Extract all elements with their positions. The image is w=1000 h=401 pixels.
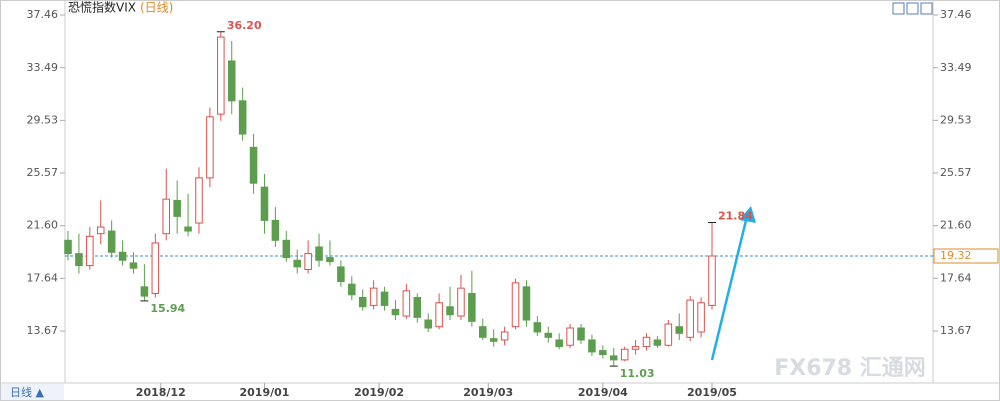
x-tick-label: 2018/12 [136, 386, 186, 399]
annotation: 11.03 [620, 367, 655, 380]
candle-body [282, 239, 291, 259]
x-tick-label: 2019/05 [687, 386, 737, 399]
candle-body [609, 355, 618, 361]
candle-body [96, 226, 105, 235]
candle-body [413, 296, 422, 318]
annotation: 15.94 [150, 302, 185, 315]
last-price-box [933, 248, 999, 264]
candle-body [249, 146, 258, 184]
candle-body [468, 292, 476, 322]
candle-body [64, 239, 72, 255]
y-tick-label: 37.46 [940, 8, 972, 21]
y-tick-label: 17.64 [940, 271, 972, 284]
candle-body [686, 299, 694, 338]
candle-body [217, 36, 225, 115]
y-tick-label: 17.64 [27, 271, 59, 284]
y-tick-label: 21.60 [27, 219, 59, 232]
trend-arrow-head [739, 206, 756, 223]
period-button[interactable]: 日线 ▲ [10, 385, 44, 399]
candle-body [544, 332, 553, 338]
candle-body [206, 116, 214, 179]
candle-body [588, 339, 596, 353]
candle-body [227, 60, 236, 102]
x-tick-label: 2019/01 [239, 386, 289, 399]
candle-body [107, 230, 116, 253]
candle-body [358, 296, 367, 308]
candle-body [86, 235, 94, 267]
candle-body [195, 177, 203, 224]
candle-body [402, 290, 411, 317]
candle-body [500, 331, 509, 341]
period-button-bg[interactable] [1, 384, 64, 400]
y-tick-label: 13.67 [940, 324, 972, 337]
candle-body [522, 286, 531, 321]
x-tick-label: 2019/04 [578, 386, 628, 399]
candle-body [391, 308, 400, 316]
candle-body [118, 251, 127, 261]
candle-body [708, 255, 716, 306]
candle-body [533, 322, 542, 333]
candle-body [348, 283, 356, 296]
candle-body [489, 338, 498, 342]
candle-body [369, 287, 378, 306]
y-tick-label: 33.49 [940, 61, 972, 74]
candle-body [599, 350, 607, 356]
candle-body [337, 266, 345, 283]
candle-body [566, 327, 574, 346]
candle-body [140, 286, 149, 297]
x-tick-label: 2019/02 [354, 386, 404, 399]
x-tick-label: 2019/03 [463, 386, 513, 399]
y-tick-label: 33.49 [27, 61, 59, 74]
candle-body [435, 302, 443, 328]
candle-body [511, 282, 520, 328]
candle-body [631, 346, 640, 350]
candle-body [675, 326, 684, 334]
candle-body [479, 326, 487, 338]
tool-icon[interactable] [906, 2, 919, 15]
candle-body [664, 323, 673, 346]
y-tick-label: 21.60 [940, 219, 972, 232]
candle-body [162, 198, 171, 235]
candle-body [577, 327, 585, 341]
candle-body [315, 246, 323, 261]
candle-body [446, 306, 454, 316]
annotation: 36.20 [227, 19, 262, 32]
chart-subtitle: (日线) [140, 1, 173, 15]
annotation: 21.84 [718, 210, 753, 223]
chart-title: 恐慌指数VIX [68, 0, 136, 15]
y-tick-label: 25.57 [940, 166, 972, 179]
candle-body [555, 339, 563, 348]
y-tick-label: 37.46 [27, 8, 59, 21]
candle-body [380, 291, 389, 306]
candle-body [151, 242, 160, 294]
candle-body [238, 100, 247, 135]
watermark: FX678 汇通网 [774, 356, 926, 381]
candle-body [457, 287, 465, 317]
tool-icon[interactable] [892, 2, 905, 15]
y-tick-label: 13.67 [27, 324, 59, 337]
candle-body [129, 262, 138, 269]
candle-body [184, 226, 192, 232]
candle-body [173, 199, 181, 217]
candle-body [620, 348, 629, 361]
candle-body [260, 186, 269, 221]
candle-body [653, 339, 662, 346]
candle-body [271, 219, 280, 241]
candle-body [697, 302, 705, 333]
candle-body [424, 319, 432, 329]
y-tick-label: 29.53 [27, 113, 59, 126]
trend-arrow [710, 211, 750, 361]
toolbar [892, 2, 933, 15]
candle-body [293, 259, 301, 268]
tool-icon[interactable] [920, 2, 933, 15]
candle-body [326, 257, 334, 263]
y-tick-label: 29.53 [940, 113, 972, 126]
candle-body [304, 253, 312, 271]
y-tick-label: 25.57 [27, 166, 59, 179]
candle-body [642, 336, 651, 348]
candle-body [75, 253, 83, 267]
last-price-label: 19.32 [940, 249, 972, 262]
